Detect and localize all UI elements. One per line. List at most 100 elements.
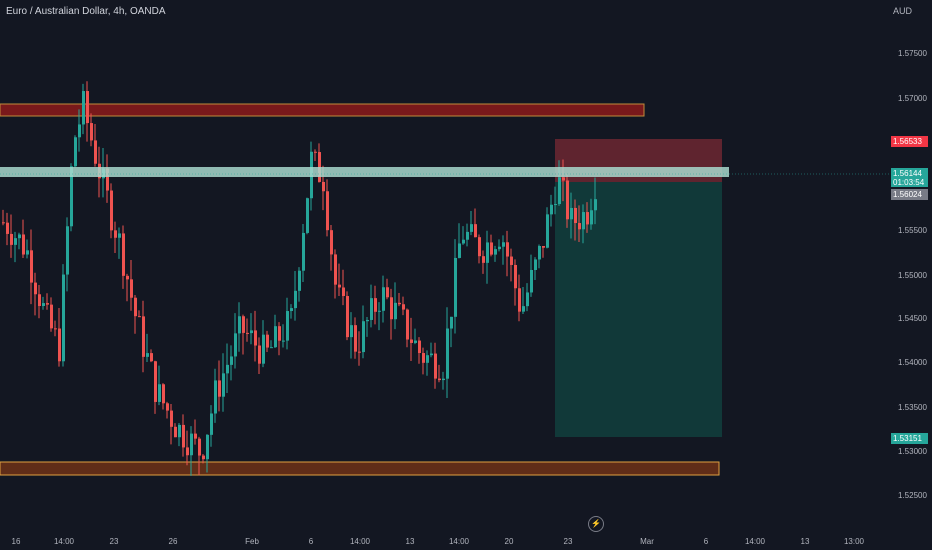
price-tick: 1.54000	[898, 358, 927, 367]
candle-body	[582, 212, 585, 230]
candle-body	[406, 309, 409, 340]
candle-body	[350, 325, 353, 338]
candle-body	[126, 275, 129, 280]
candle-body	[434, 353, 437, 379]
candle-body	[198, 438, 201, 456]
symbol-title[interactable]: Euro / Australian Dollar, 4h, OANDA	[6, 6, 166, 17]
price-tick: 1.55000	[898, 271, 927, 280]
candle-body	[410, 339, 413, 343]
candle-body	[522, 306, 525, 312]
time-tick: 23	[109, 537, 119, 546]
candle-body	[18, 234, 21, 239]
candle-body	[358, 351, 361, 353]
candle-body	[278, 326, 281, 341]
candle-body	[74, 137, 77, 167]
candle-body	[538, 246, 541, 260]
candle-body	[442, 378, 445, 381]
candle-body	[378, 310, 381, 312]
candle-body	[262, 334, 265, 364]
candle-body	[542, 246, 545, 248]
bar-countdown: 01:03:54	[893, 178, 925, 187]
candle-body	[482, 256, 485, 263]
candle-body	[430, 353, 433, 356]
key-level-band	[0, 167, 729, 177]
candle-body	[474, 224, 477, 238]
candle-body	[82, 91, 85, 125]
candle-body	[470, 224, 473, 232]
candle-body	[70, 166, 73, 227]
candle-body	[446, 328, 449, 379]
price-tick: 1.55500	[898, 226, 927, 235]
price-tick: 1.54500	[898, 314, 927, 323]
candle-body	[454, 257, 457, 317]
time-tick: 14:00	[349, 537, 371, 546]
candle-body	[398, 302, 401, 305]
candle-body	[402, 304, 405, 310]
candle-body	[282, 340, 285, 342]
candle-body	[230, 356, 233, 365]
lightning-icon[interactable]: ⚡	[588, 516, 604, 532]
candle-body	[130, 279, 133, 298]
candle-body	[306, 198, 309, 233]
support-zone	[0, 461, 720, 476]
candle-body	[318, 152, 321, 182]
candle-body	[78, 124, 81, 138]
candle-body	[14, 238, 17, 245]
candle-body	[194, 433, 197, 439]
candle-body	[462, 239, 465, 244]
candle-body	[386, 287, 389, 298]
candle-body	[578, 223, 581, 230]
time-tick: 6	[308, 537, 314, 546]
candle-body	[286, 311, 289, 341]
price-tick: 1.57500	[898, 49, 927, 58]
resistance-zone	[0, 103, 645, 117]
candle-body	[562, 177, 565, 181]
candle-body	[518, 288, 521, 312]
candle-body	[238, 316, 241, 334]
candle-body	[214, 380, 217, 414]
entry-tag: 1.56024	[891, 189, 928, 200]
candle-body	[322, 181, 325, 192]
candle-body	[458, 243, 461, 258]
candle-body	[326, 191, 329, 231]
candle-body	[170, 410, 173, 427]
candle-body	[30, 250, 33, 283]
current-price-value: 1.56144	[893, 169, 922, 178]
candle-body	[554, 204, 557, 206]
candle-body	[114, 230, 117, 238]
candle-body	[270, 347, 273, 349]
candle-body	[490, 242, 493, 255]
candle-body	[34, 282, 37, 295]
candle-body	[330, 230, 333, 255]
time-tick: Feb	[245, 537, 259, 546]
candle-body	[50, 304, 53, 329]
candle-body	[46, 303, 49, 305]
candle-body	[122, 233, 125, 276]
candle-body	[550, 204, 553, 215]
candle-body	[178, 424, 181, 438]
candle-body	[534, 259, 537, 271]
time-tick: 23	[563, 537, 573, 546]
candle-body	[266, 334, 269, 348]
candle-body	[246, 332, 249, 334]
candle-body	[506, 242, 509, 257]
time-tick: Mar	[640, 537, 654, 546]
candle-body	[254, 330, 257, 346]
candle-body	[186, 447, 189, 456]
candle-body	[382, 287, 385, 311]
price-tick: 1.52500	[898, 491, 927, 500]
candle-body	[58, 328, 61, 362]
candle-body	[346, 296, 349, 338]
candle-body	[354, 325, 357, 352]
time-tick: 13	[800, 537, 810, 546]
candle-body	[158, 384, 161, 402]
candle-body	[570, 207, 573, 220]
candle-body	[574, 207, 577, 224]
candle-body	[298, 270, 301, 291]
candle-body	[558, 177, 561, 205]
time-tick: 14:00	[744, 537, 766, 546]
candle-body	[466, 231, 469, 240]
candle-body	[226, 364, 229, 374]
